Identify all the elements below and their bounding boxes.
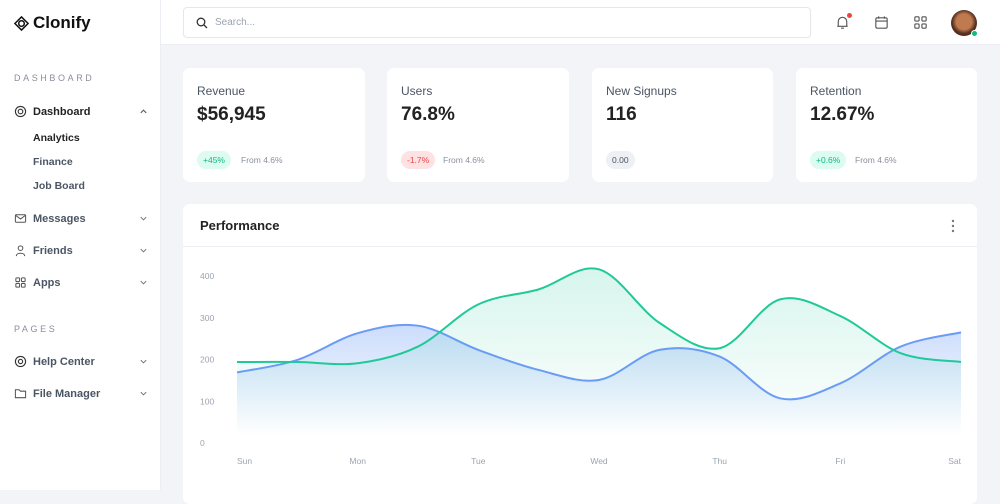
- stat-value: $56,945: [197, 104, 266, 125]
- sidebar-item-help-center[interactable]: Help Center: [14, 355, 148, 368]
- apps-icon: [14, 276, 27, 289]
- grid-icon[interactable]: [912, 14, 929, 31]
- stat-title: Users: [401, 84, 433, 98]
- stat-card-retention: Retention 12.67% +0.6% From 4.6%: [796, 68, 977, 182]
- logo-icon: [14, 15, 29, 31]
- divider: [183, 246, 977, 247]
- sidebar-item-label: Messages: [33, 212, 86, 225]
- performance-title: Performance: [200, 218, 280, 233]
- mail-icon: [14, 212, 27, 225]
- online-status-dot: [971, 30, 978, 37]
- bell-icon[interactable]: [834, 14, 851, 31]
- more-options-icon[interactable]: [951, 219, 955, 233]
- chevron-down-icon: [140, 280, 147, 285]
- top-bar: [161, 0, 1000, 45]
- lifebuoy-icon: [14, 355, 27, 368]
- search-icon: [196, 17, 208, 28]
- chevron-down-icon: [140, 359, 147, 364]
- chevron-down-icon: [140, 391, 147, 396]
- chevron-down-icon: [140, 248, 147, 253]
- sidebar-item-label: Dashboard: [33, 105, 91, 118]
- sidebar-item-apps[interactable]: Apps: [14, 276, 148, 289]
- section-label-dashboard: DASHBOARD: [14, 73, 95, 83]
- stat-title: Retention: [810, 84, 862, 98]
- sidebar: Clonify DASHBOARD Dashboard Analytics Fi…: [0, 0, 161, 490]
- stat-from: From 4.6%: [443, 155, 485, 165]
- sidebar-item-label: Help Center: [33, 355, 95, 368]
- section-label-pages: PAGES: [14, 324, 58, 334]
- logo[interactable]: Clonify: [14, 13, 91, 33]
- stat-card-revenue: Revenue $56,945 +45% From 4.6%: [183, 68, 365, 182]
- stat-from: From 4.6%: [855, 155, 897, 165]
- sidebar-item-friends[interactable]: Friends: [14, 244, 148, 257]
- stat-card-new-signups: New Signups 116 0.00: [592, 68, 773, 182]
- stat-value: 12.67%: [810, 104, 875, 125]
- notification-dot: [847, 13, 852, 18]
- stat-from: From 4.6%: [241, 155, 283, 165]
- sidebar-item-messages[interactable]: Messages: [14, 212, 148, 225]
- change-badge: +45%: [197, 151, 231, 169]
- sidebar-subitem-job-board[interactable]: Job Board: [33, 180, 85, 192]
- stat-card-users: Users 76.8% -1.7% From 4.6%: [387, 68, 569, 182]
- sidebar-subitem-analytics[interactable]: Analytics: [33, 132, 80, 144]
- performance-card: Performance: [183, 204, 977, 504]
- folder-icon: [14, 387, 27, 400]
- sidebar-subitem-finance[interactable]: Finance: [33, 156, 73, 168]
- sidebar-item-label: Friends: [33, 244, 73, 257]
- stat-value: 76.8%: [401, 104, 455, 125]
- dashboard-icon: [14, 105, 27, 118]
- change-badge: 0.00: [606, 151, 635, 169]
- stat-title: New Signups: [606, 84, 677, 98]
- chevron-up-icon: [140, 109, 147, 114]
- calendar-icon[interactable]: [873, 14, 890, 31]
- chevron-down-icon: [140, 216, 147, 221]
- stat-value: 116: [606, 104, 637, 125]
- search-input[interactable]: [215, 17, 775, 28]
- sidebar-item-file-manager[interactable]: File Manager: [14, 387, 148, 400]
- user-icon: [14, 244, 27, 257]
- brand-name: Clonify: [33, 13, 91, 32]
- stat-title: Revenue: [197, 84, 246, 98]
- change-badge: -1.7%: [401, 151, 436, 169]
- sidebar-item-label: File Manager: [33, 387, 101, 400]
- sidebar-item-dashboard[interactable]: Dashboard: [14, 105, 148, 118]
- change-badge: +0.6%: [810, 151, 847, 169]
- search-box[interactable]: [183, 7, 811, 38]
- sidebar-item-label: Apps: [33, 276, 61, 289]
